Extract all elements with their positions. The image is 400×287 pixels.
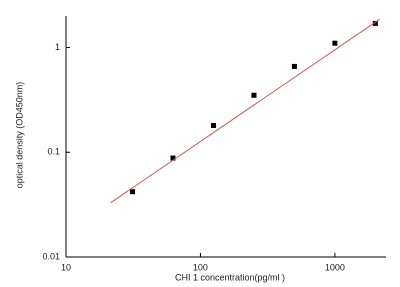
y-tick-label: 1 (55, 42, 60, 52)
x-axis-title: CHI 1 concentration(pg/ml ) (175, 272, 285, 282)
data-point (251, 92, 257, 98)
y-tick-label: 0.1 (47, 147, 60, 157)
data-point (170, 155, 176, 161)
data-point (372, 20, 378, 26)
y-tick-label: 0.01 (42, 251, 60, 261)
data-point (130, 189, 136, 195)
data-point (332, 40, 338, 46)
y-axis-title: optical density (OD450nm) (14, 82, 24, 189)
x-tick-label: 10 (61, 262, 71, 272)
fit-line (110, 18, 380, 204)
x-tick-label: 100 (193, 262, 208, 272)
data-point (210, 123, 216, 129)
data-point (291, 63, 297, 69)
x-tick-label: 1000 (325, 262, 345, 272)
